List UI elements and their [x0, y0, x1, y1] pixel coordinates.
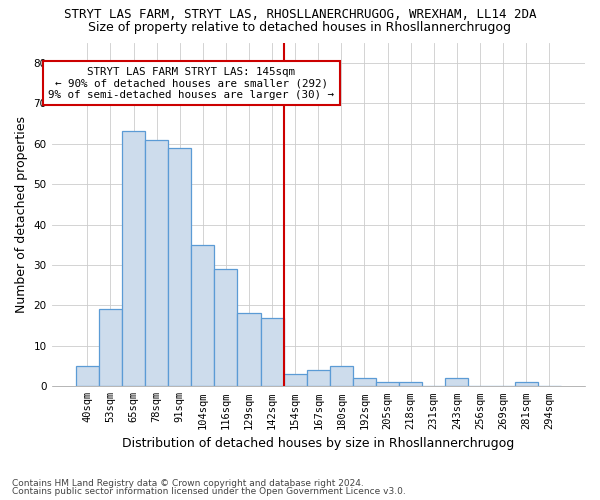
Text: Contains HM Land Registry data © Crown copyright and database right 2024.: Contains HM Land Registry data © Crown c… [12, 478, 364, 488]
X-axis label: Distribution of detached houses by size in Rhosllannerchrugog: Distribution of detached houses by size … [122, 437, 514, 450]
Bar [376, 382, 399, 386]
Bar [76, 366, 99, 386]
Text: Contains public sector information licensed under the Open Government Licence v3: Contains public sector information licen… [12, 487, 406, 496]
Text: STRYT LAS FARM STRYT LAS: 145sqm
← 90% of detached houses are smaller (292)
9% o: STRYT LAS FARM STRYT LAS: 145sqm ← 90% o… [48, 67, 334, 100]
Text: STRYT LAS FARM, STRYT LAS, RHOSLLANERCHRUGOG, WREXHAM, LL14 2DA: STRYT LAS FARM, STRYT LAS, RHOSLLANERCHR… [64, 8, 536, 20]
Bar [214, 269, 238, 386]
Bar [122, 132, 145, 386]
Bar [284, 374, 307, 386]
Bar [260, 318, 284, 386]
Bar [168, 148, 191, 386]
Y-axis label: Number of detached properties: Number of detached properties [15, 116, 28, 313]
Bar [191, 244, 214, 386]
Bar [99, 310, 122, 386]
Bar [353, 378, 376, 386]
Bar [238, 314, 260, 386]
Bar [445, 378, 469, 386]
Bar [330, 366, 353, 386]
Bar [399, 382, 422, 386]
Bar [145, 140, 168, 386]
Bar [307, 370, 330, 386]
Bar [515, 382, 538, 386]
Text: Size of property relative to detached houses in Rhosllannerchrugog: Size of property relative to detached ho… [89, 22, 511, 35]
